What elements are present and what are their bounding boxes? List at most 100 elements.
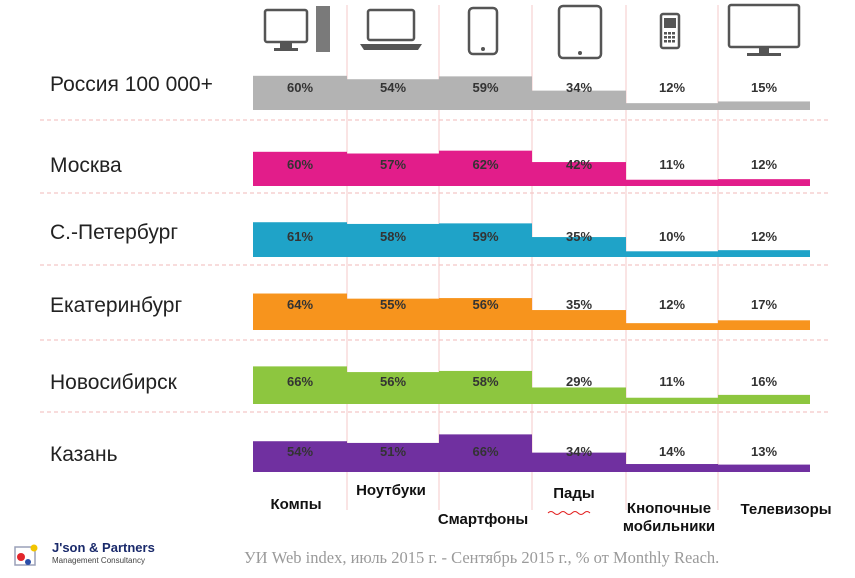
bar	[626, 464, 718, 472]
bar-value-label: 12%	[659, 80, 685, 95]
desktop-tower	[316, 6, 330, 52]
bar	[347, 79, 439, 110]
bar-value-label: 12%	[751, 157, 777, 172]
bar-value-label: 29%	[566, 374, 592, 389]
laptop-base	[360, 44, 422, 50]
row-label: Москва	[50, 154, 122, 177]
bar	[532, 162, 626, 186]
category-label: Пады	[553, 485, 594, 502]
bar-value-label: 16%	[751, 374, 777, 389]
bar	[253, 75, 347, 110]
bar	[439, 76, 532, 110]
desktop-computer-icon	[263, 8, 309, 44]
bar	[532, 90, 626, 110]
bar	[253, 441, 347, 472]
bar-value-label: 59%	[472, 80, 498, 95]
bar	[253, 366, 347, 404]
bar-value-label: 66%	[287, 374, 313, 389]
bar	[253, 293, 347, 330]
bar-value-label: 60%	[287, 157, 313, 172]
bar-value-label: 34%	[566, 80, 592, 95]
bar-value-label: 55%	[380, 297, 406, 312]
bar-value-label: 14%	[659, 444, 685, 459]
bar-value-label: 54%	[380, 80, 406, 95]
bar-value-label: 58%	[380, 229, 406, 244]
bar-value-label: 57%	[380, 157, 406, 172]
bar	[626, 397, 718, 404]
feature-phone-key	[672, 32, 675, 35]
bar-value-label: 42%	[566, 157, 592, 172]
row-label: С.-Петербург	[50, 221, 178, 244]
tablet-home-button	[578, 51, 582, 55]
feature-phone-key	[664, 36, 667, 39]
bar	[347, 372, 439, 404]
bar-value-label: 34%	[566, 444, 592, 459]
bar	[347, 153, 439, 186]
category-label: Кнопочные	[627, 500, 711, 517]
row-label: Новосибирск	[50, 371, 178, 394]
category-label: Смартфоны	[438, 511, 528, 528]
bar-value-label: 60%	[287, 80, 313, 95]
bar	[626, 323, 718, 330]
tablet-icon	[557, 4, 603, 60]
bar-value-label: 12%	[659, 297, 685, 312]
row-label: Казань	[50, 443, 118, 466]
bar-value-label: 56%	[472, 297, 498, 312]
bar-value-label: 59%	[472, 229, 498, 244]
company-logo: J'son & Partners Management Consultancy	[12, 538, 192, 574]
bar	[718, 101, 810, 110]
bar-value-label: 51%	[380, 444, 406, 459]
device-usage-chart: Россия 100 000+ 60% 54% 59% 34% 12% 15% Москва 6…	[40, 3, 832, 535]
feature-phone-screen	[664, 18, 676, 28]
bar-value-label: 54%	[287, 444, 313, 459]
logo-title: J'son & Partners	[52, 540, 155, 555]
bar	[532, 237, 626, 257]
category-label: Компы	[270, 496, 321, 513]
bar	[347, 223, 439, 257]
bar	[347, 442, 439, 472]
bar-value-label: 15%	[751, 80, 777, 95]
feature-phone-key	[664, 32, 667, 35]
bar-value-label: 10%	[659, 229, 685, 244]
bar	[439, 298, 532, 330]
smartphone-home-button	[481, 47, 485, 51]
source-note: УИ Web index, июль 2015 г. - Сентябрь 20…	[244, 548, 720, 567]
tv-icon	[727, 3, 801, 49]
bar-value-label: 64%	[287, 297, 313, 312]
bar	[347, 298, 439, 330]
bar-value-label: 66%	[472, 444, 498, 459]
bar	[718, 179, 810, 186]
bar	[626, 103, 718, 110]
bar-value-label: 35%	[566, 297, 592, 312]
bar	[253, 222, 347, 257]
bar	[439, 150, 532, 186]
bar-value-label: 56%	[380, 374, 406, 389]
category-label: мобильники	[623, 518, 715, 535]
feature-phone-icon	[659, 12, 681, 50]
bar-value-label: 58%	[472, 374, 498, 389]
bar	[718, 394, 810, 404]
bar-value-label: 61%	[287, 229, 313, 244]
row-label: Россия 100 000+	[50, 73, 213, 96]
feature-phone-key	[672, 40, 675, 43]
desktop-base	[274, 48, 298, 51]
feature-phone-key	[664, 40, 667, 43]
bar	[718, 464, 810, 472]
tv-base	[747, 53, 781, 56]
bar	[718, 250, 810, 257]
row-label: Екатеринбург	[50, 294, 182, 317]
bar	[718, 320, 810, 330]
feature-phone-key	[668, 40, 671, 43]
feature-phone-key	[668, 32, 671, 35]
bar-value-label: 11%	[659, 157, 685, 172]
bar	[439, 434, 532, 472]
laptop-icon	[366, 8, 416, 42]
spellcheck-underline	[547, 511, 591, 515]
feature-phone-key	[672, 36, 675, 39]
bar-value-label: 13%	[751, 444, 777, 459]
smartphone-icon	[467, 6, 499, 56]
feature-phone-key	[668, 36, 671, 39]
desktop-stand	[280, 42, 292, 48]
bar-value-label: 62%	[472, 157, 498, 172]
bar-value-label: 35%	[566, 229, 592, 244]
